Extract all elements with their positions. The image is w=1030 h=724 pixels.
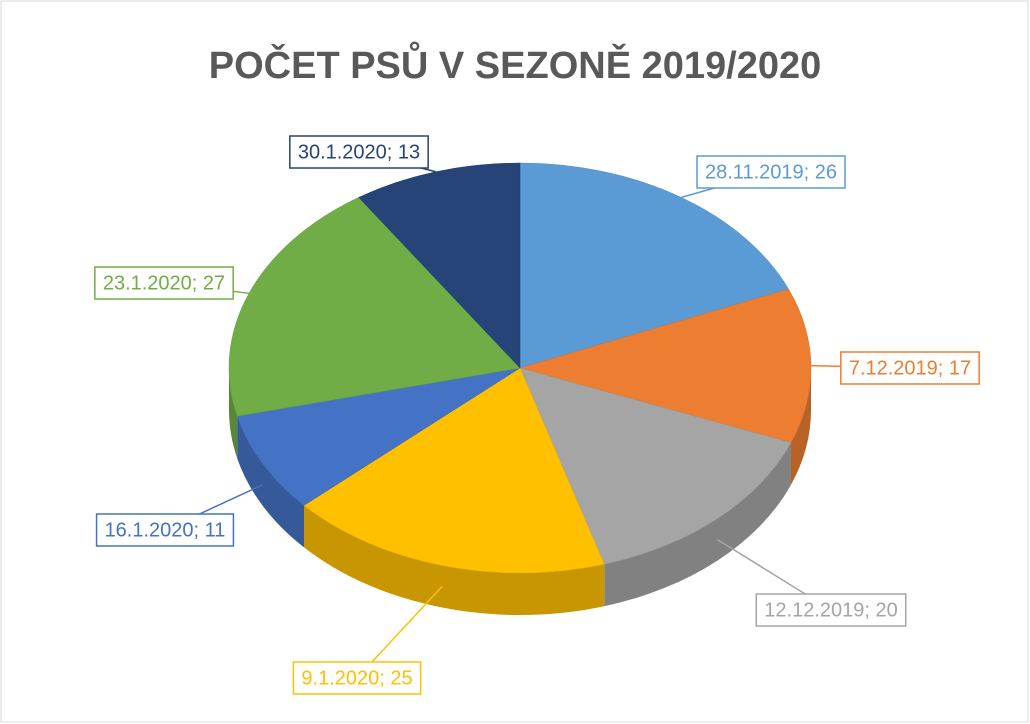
slice-side xyxy=(237,416,305,548)
slice xyxy=(358,162,521,369)
slice xyxy=(228,197,521,417)
label-box xyxy=(696,155,846,189)
data-label: 23.1.2020; 27 xyxy=(103,272,225,294)
data-label: 16.1.2020; 11 xyxy=(105,519,226,541)
slice xyxy=(519,367,792,565)
slice xyxy=(236,367,521,506)
label-box xyxy=(755,593,907,627)
label-box xyxy=(292,661,422,695)
label-box xyxy=(94,266,234,300)
data-label: 9.1.2020; 25 xyxy=(301,667,412,689)
label-box xyxy=(289,135,429,169)
data-label: 28.11.2019; 26 xyxy=(705,161,837,183)
data-label: 30.1.2020; 13 xyxy=(298,141,420,163)
label-box xyxy=(95,513,235,547)
slice xyxy=(303,367,605,574)
chart-title: POČET PSŮ V SEZONĚ 2019/2020 xyxy=(209,40,822,87)
slice-side xyxy=(229,368,238,459)
slice-side xyxy=(304,505,605,615)
data-label: 7.12.2019; 17 xyxy=(849,357,971,379)
data-label: 12.12.2019; 20 xyxy=(764,599,897,621)
slice xyxy=(519,288,812,443)
label-box xyxy=(840,351,980,385)
slice-side xyxy=(604,442,791,607)
slice-side xyxy=(790,368,812,485)
slice xyxy=(519,162,789,369)
